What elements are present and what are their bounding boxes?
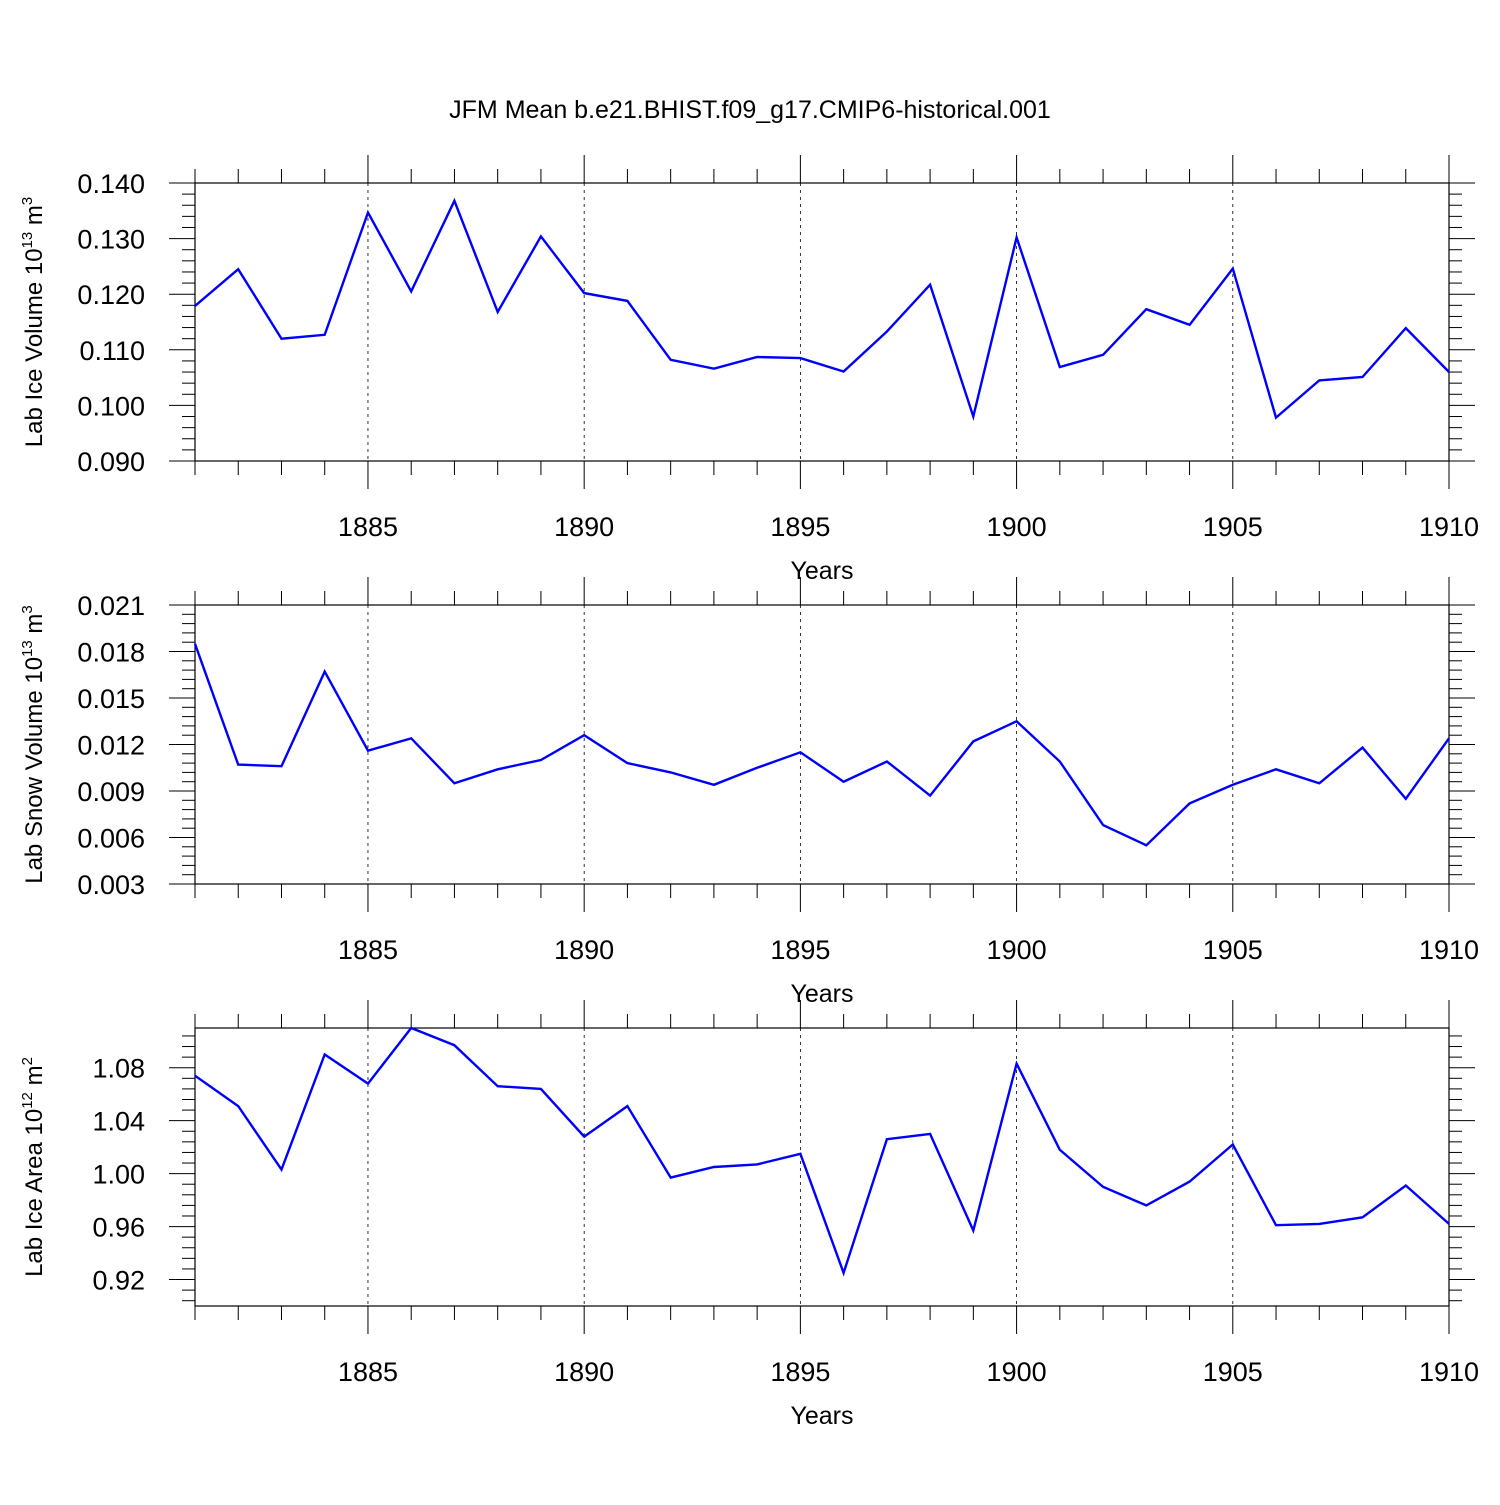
chart-panel-2: 0.003 0.006 0.009 0.012 0.015 0.018 0.021 1885 1… [19,577,1479,1008]
x-tick-label: 1890 [554,1357,614,1387]
y-tick-label: 0.018 [77,638,145,668]
x-tick-label: 1885 [338,935,398,965]
series-line [194,1026,1450,1277]
x-axis-title: Years [790,980,853,1008]
x-tick-label: 1890 [554,512,614,542]
y-axis-title: Lab Ice Volume 1013 m3 [19,197,48,448]
x-tick-label: 1905 [1203,935,1263,965]
y-tick-label: 0.110 [79,336,145,366]
x-tick-label: 1890 [554,935,614,965]
y-tick-label: 0.140 [77,169,145,199]
x-axis-title: Years [790,557,853,585]
y-tick-label: 1.08 [92,1054,145,1084]
x-axis-title: Years [790,1402,853,1430]
x-tick-label: 1910 [1419,512,1479,542]
y-tick-label: 0.120 [77,280,145,310]
x-tick-label: 1905 [1203,512,1263,542]
x-tick-label: 1900 [987,1357,1047,1387]
series-line [194,197,1450,421]
chart-panel-1: 0.090 0.100 0.110 0.120 0.130 0.140 1885 1890 18… [19,155,1479,585]
y-axis-title: Lab Snow Volume 1013 m3 [19,605,48,884]
x-tick-label: 1885 [338,1357,398,1387]
y-tick-label: 0.96 [92,1213,145,1243]
y-tick-label: 0.009 [77,777,145,807]
y-tick-label: 0.021 [77,591,145,621]
chart-panel-3: 0.92 0.96 1.00 1.04 1.08 1885 1890 1895 1900 1905… [19,1000,1479,1430]
y-tick-label: 0.100 [77,391,145,421]
chart-title: JFM Mean b.e21.BHIST.f09_g17.CMIP6-histo… [449,96,1051,124]
series-line [193,643,1450,847]
x-tick-label: 1910 [1419,935,1479,965]
y-tick-label: 1.04 [92,1107,145,1137]
x-tick-label: 1885 [338,512,398,542]
y-tick-label: 1.00 [92,1160,145,1190]
plot-frame [194,1027,1450,1307]
x-tick-label: 1900 [987,512,1047,542]
y-tick-label: 0.92 [92,1266,145,1296]
y-tick-label: 0.003 [77,870,145,900]
plot-frame [194,604,1450,885]
x-tick-label: 1900 [987,935,1047,965]
x-tick-label: 1895 [770,935,830,965]
y-tick-label: 0.012 [77,731,145,761]
plot-frame [194,182,1450,462]
y-tick-label: 0.090 [77,447,145,477]
y-axis-title: Lab Ice Area 1012 m2 [19,1057,48,1277]
y-tick-label: 0.130 [77,225,145,255]
x-tick-label: 1905 [1203,1357,1263,1387]
x-tick-label: 1910 [1419,1357,1479,1387]
x-tick-label: 1895 [770,1357,830,1387]
y-tick-label: 0.006 [77,824,145,854]
y-tick-label: 0.015 [77,684,145,714]
x-tick-label: 1895 [770,512,830,542]
